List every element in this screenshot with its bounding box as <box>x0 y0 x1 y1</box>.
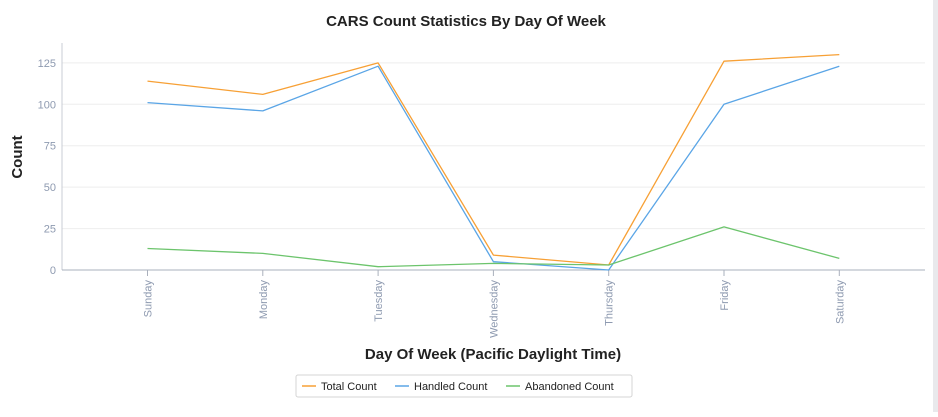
series-line <box>147 65 840 271</box>
y-tick-label: 25 <box>44 224 56 236</box>
legend-label: Handled Count <box>414 381 487 393</box>
grid-lines <box>62 62 925 230</box>
y-axis-ticks: 0 25 50 75 100 125 <box>38 58 56 277</box>
y-tick-label: 100 <box>38 99 56 111</box>
scrollbar-edge <box>933 0 938 412</box>
legend-label: Total Count <box>321 381 377 393</box>
x-axis-title: Day Of Week (Pacific Daylight Time) <box>365 346 621 363</box>
x-tick-label: Friday <box>719 280 731 311</box>
x-tick-label: Sunday <box>143 280 155 318</box>
x-tick-label: Monday <box>258 280 270 320</box>
legend-label: Abandoned Count <box>525 381 614 393</box>
x-tick-label: Thursday <box>604 280 616 326</box>
x-tick-label: Wednesday <box>488 280 500 338</box>
legend-box <box>295 374 633 398</box>
x-axis-ticks: Sunday Monday Tuesday Wednesday Thursday Frid… <box>143 270 846 338</box>
y-tick-label: 125 <box>38 58 56 70</box>
chart-title: CARS Count Statistics By Day Of Week <box>326 13 606 30</box>
y-tick-label: 75 <box>44 141 56 153</box>
series-line <box>147 226 840 268</box>
y-tick-label: 50 <box>44 182 56 194</box>
x-tick-label: Tuesday <box>373 280 385 322</box>
y-axis-title: Count <box>9 135 26 178</box>
series-lines <box>147 53 840 271</box>
x-tick-label: Saturday <box>834 280 846 325</box>
legend: Total Count Handled Count Abandoned Count <box>295 374 633 398</box>
series-line <box>147 53 840 266</box>
y-tick-label: 0 <box>50 265 56 277</box>
